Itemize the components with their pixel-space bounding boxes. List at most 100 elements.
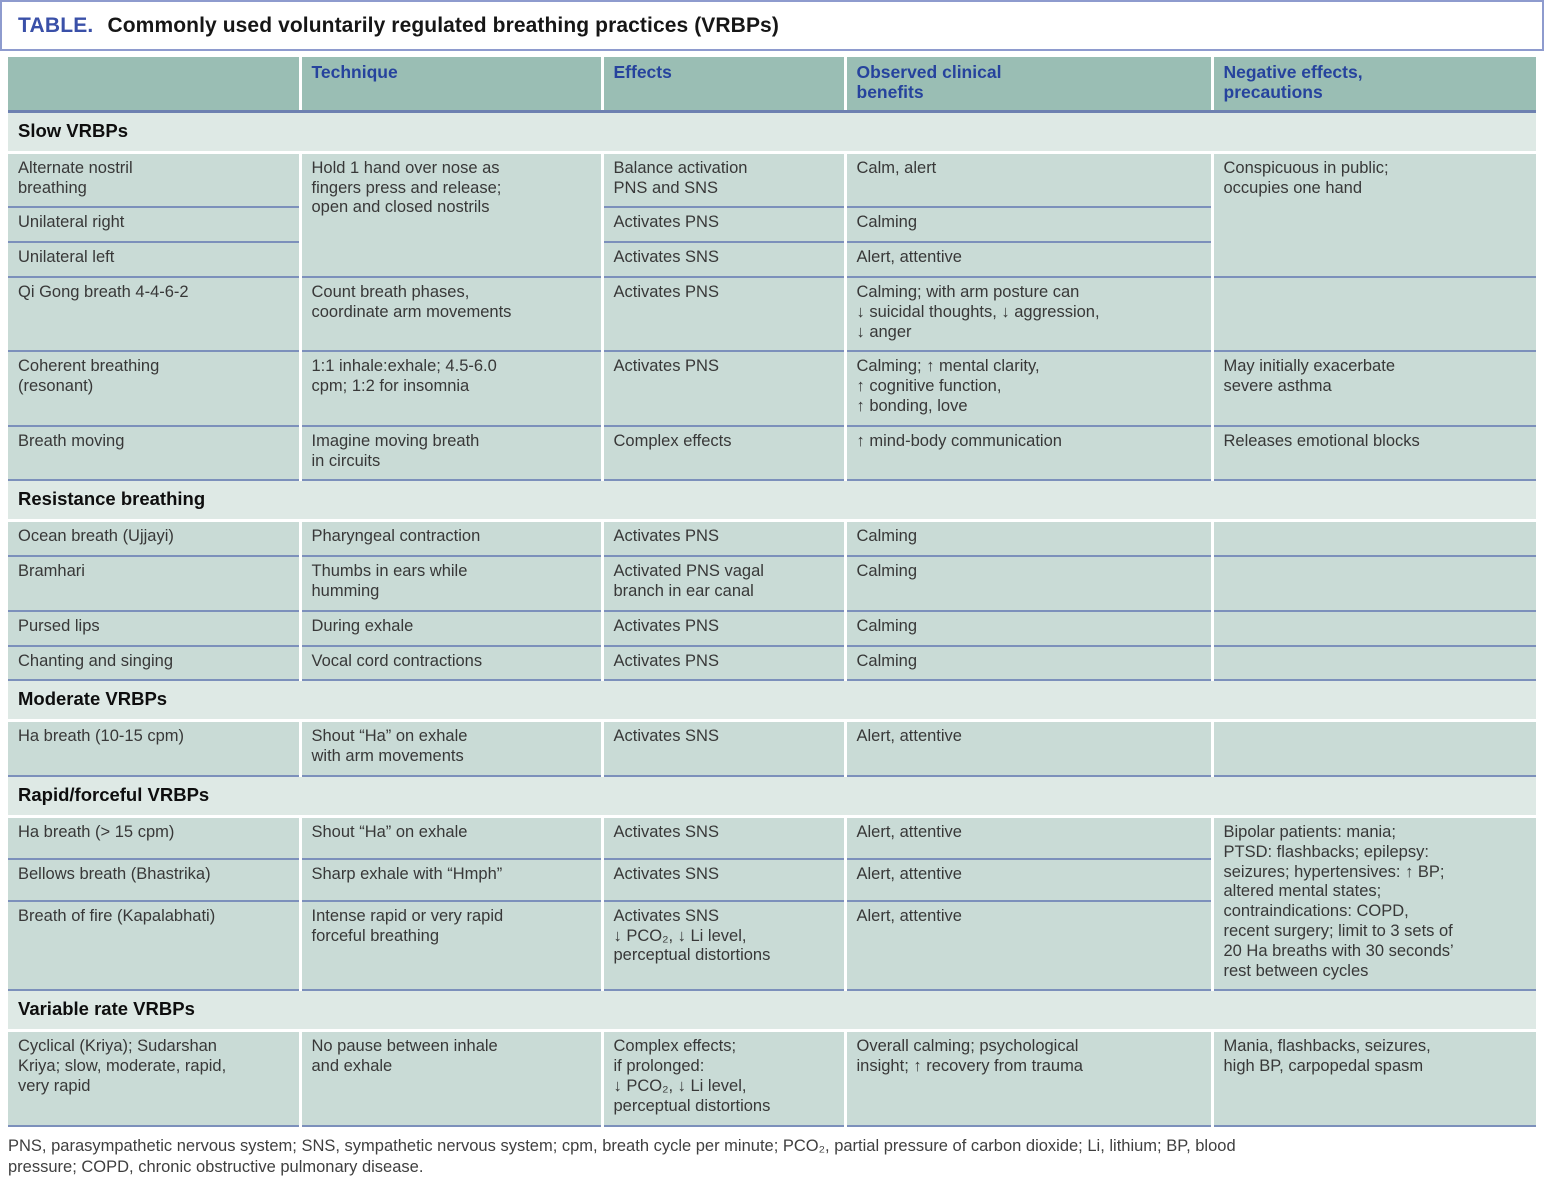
- cell-practice: Chanting and singing: [8, 645, 302, 682]
- cell-technique: Sharp exhale with “Hmph”: [300, 858, 604, 902]
- table-row: Unilateral right Activates PNS Calming: [8, 207, 1536, 244]
- cell-practice: Ha breath (10-15 cpm): [8, 720, 302, 778]
- table-row: Alternate nostril breathing Hold 1 hand …: [8, 152, 1536, 279]
- cell-benefits: Alert, attentive: [845, 242, 1214, 279]
- table-title-text: Commonly used voluntarily regulated brea…: [107, 13, 779, 37]
- section-header-row: Slow VRBPs: [8, 111, 1536, 154]
- cell-benefits: Calming: [845, 610, 1214, 647]
- cell-negative: Bipolar patients: mania; PTSD: flashback…: [1212, 816, 1536, 992]
- column-header-technique: Technique: [300, 57, 604, 113]
- cell-benefits: Calming: [845, 556, 1214, 612]
- table-row: Chanting and singing Vocal cord contract…: [8, 645, 1536, 682]
- cell-benefits: Calming: [845, 207, 1214, 244]
- cell-effects: Activates SNS: [602, 720, 847, 778]
- table-row: Ha breath (> 15 cpm) Shout “Ha” on exhal…: [8, 816, 1536, 992]
- table-row: Coherent breathing (resonant) 1:1 inhale…: [8, 351, 1536, 427]
- cell-benefits: Alert, attentive: [845, 816, 1214, 860]
- section-header: Slow VRBPs: [8, 111, 1536, 154]
- cell-practice: Qi Gong breath 4-4-6-2: [8, 277, 302, 353]
- cell-benefits: Alert, attentive: [845, 900, 1214, 992]
- section-header: Variable rate VRBPs: [8, 990, 1536, 1033]
- cell-practice: Coherent breathing (resonant): [8, 351, 302, 427]
- table-row: Ocean breath (Ujjayi) Pharyngeal contrac…: [8, 520, 1536, 558]
- cell-negative: Conspicuous in public; occupies one hand: [1212, 152, 1536, 279]
- cell-technique: Thumbs in ears while humming: [300, 556, 604, 612]
- cell-technique: Hold 1 hand over nose as fingers press a…: [300, 152, 604, 279]
- table-row: Breath moving Imagine moving breath in c…: [8, 425, 1536, 482]
- cell-practice: Alternate nostril breathing: [8, 152, 302, 209]
- cell-practice: Breath moving: [8, 425, 302, 482]
- table-row: Pursed lips During exhale Activates PNS …: [8, 610, 1536, 647]
- cell-practice: Bellows breath (Bhastrika): [8, 858, 302, 902]
- cell-benefits: Alert, attentive: [845, 720, 1214, 778]
- section-header: Resistance breathing: [8, 480, 1536, 523]
- cell-practice: Ha breath (> 15 cpm): [8, 816, 302, 860]
- table-row: Breath of fire (Kapalabhati) Intense rap…: [8, 900, 1536, 992]
- cell-effects: Activates PNS: [602, 207, 847, 244]
- cell-effects: Activates SNS: [602, 242, 847, 279]
- section-header: Moderate VRBPs: [8, 680, 1536, 723]
- cell-practice: Unilateral right: [8, 207, 302, 244]
- cell-benefits: Calm, alert: [845, 152, 1214, 209]
- table-row: Qi Gong breath 4-4-6-2 Count breath phas…: [8, 277, 1536, 353]
- cell-benefits: Calming; with arm posture can ↓ suicidal…: [845, 277, 1214, 353]
- cell-benefits: Overall calming; psychological insight; …: [845, 1030, 1214, 1127]
- cell-technique: Pharyngeal contraction: [300, 520, 604, 558]
- cell-negative: [1212, 277, 1536, 353]
- vrbp-table: Technique Effects Observed clinical bene…: [8, 57, 1536, 1127]
- cell-technique: During exhale: [300, 610, 604, 647]
- table-row: Cyclical (Kriya); Sudarshan Kriya; slow,…: [8, 1030, 1536, 1127]
- cell-effects: Activates PNS: [602, 520, 847, 558]
- cell-technique: Shout “Ha” on exhale: [300, 816, 604, 860]
- cell-benefits: Alert, attentive: [845, 858, 1214, 902]
- cell-effects: Activates SNS: [602, 858, 847, 902]
- cell-negative: [1212, 610, 1536, 647]
- cell-negative: [1212, 556, 1536, 612]
- cell-effects: Activates PNS: [602, 610, 847, 647]
- column-header-negative: Negative effects, precautions: [1212, 57, 1536, 113]
- table-row: Bellows breath (Bhastrika) Sharp exhale …: [8, 858, 1536, 902]
- cell-technique: Intense rapid or very rapid forceful bre…: [300, 900, 604, 992]
- cell-effects: Activates PNS: [602, 277, 847, 353]
- cell-effects: Activates PNS: [602, 351, 847, 427]
- cell-negative: [1212, 720, 1536, 778]
- cell-negative: [1212, 645, 1536, 682]
- cell-effects: Activated PNS vagal branch in ear canal: [602, 556, 847, 612]
- section-header-row: Variable rate VRBPs: [8, 990, 1536, 1033]
- column-header-effects: Effects: [602, 57, 847, 113]
- table-row: Unilateral left Activates SNS Alert, att…: [8, 242, 1536, 279]
- cell-technique: Vocal cord contractions: [300, 645, 604, 682]
- cell-effects: Complex effects; if prolonged: ↓ PCO₂, ↓…: [602, 1030, 847, 1127]
- cell-practice: Bramhari: [8, 556, 302, 612]
- cell-effects: Balance activation PNS and SNS: [602, 152, 847, 209]
- cell-practice: Unilateral left: [8, 242, 302, 279]
- cell-technique: Imagine moving breath in circuits: [300, 425, 604, 482]
- cell-technique: 1:1 inhale:exhale; 4.5-6.0 cpm; 1:2 for …: [300, 351, 604, 427]
- cell-practice: Pursed lips: [8, 610, 302, 647]
- cell-effects: Activates SNS: [602, 816, 847, 860]
- table-row: Ha breath (10-15 cpm) Shout “Ha” on exha…: [8, 720, 1536, 778]
- column-header-row: Technique Effects Observed clinical bene…: [8, 57, 1536, 113]
- section-header-row: Resistance breathing: [8, 480, 1536, 523]
- cell-practice: Ocean breath (Ujjayi): [8, 520, 302, 558]
- table-title-label: TABLE.: [18, 13, 94, 37]
- table-row: Bramhari Thumbs in ears while humming Ac…: [8, 556, 1536, 612]
- section-header: Rapid/forceful VRBPs: [8, 776, 1536, 818]
- section-header-row: Moderate VRBPs: [8, 680, 1536, 723]
- column-header-empty: [8, 57, 302, 113]
- cell-benefits: ↑ mind-body communication: [845, 425, 1214, 482]
- cell-benefits: Calming; ↑ mental clarity, ↑ cognitive f…: [845, 351, 1214, 427]
- cell-practice: Cyclical (Kriya); Sudarshan Kriya; slow,…: [8, 1030, 302, 1127]
- cell-technique: Shout “Ha” on exhale with arm movements: [300, 720, 604, 778]
- cell-negative: May initially exacerbate severe asthma: [1212, 351, 1536, 427]
- cell-negative: Mania, flashbacks, seizures, high BP, ca…: [1212, 1030, 1536, 1127]
- cell-effects: Activates PNS: [602, 645, 847, 682]
- cell-effects: Activates SNS ↓ PCO₂, ↓ Li level, percep…: [602, 900, 847, 992]
- cell-technique: Count breath phases, coordinate arm move…: [300, 277, 604, 353]
- section-header-row: Rapid/forceful VRBPs: [8, 776, 1536, 818]
- cell-negative: [1212, 520, 1536, 558]
- cell-effects: Complex effects: [602, 425, 847, 482]
- cell-technique: No pause between inhale and exhale: [300, 1030, 604, 1127]
- table-title: TABLE. Commonly used voluntarily regulat…: [0, 0, 1544, 51]
- cell-benefits: Calming: [845, 520, 1214, 558]
